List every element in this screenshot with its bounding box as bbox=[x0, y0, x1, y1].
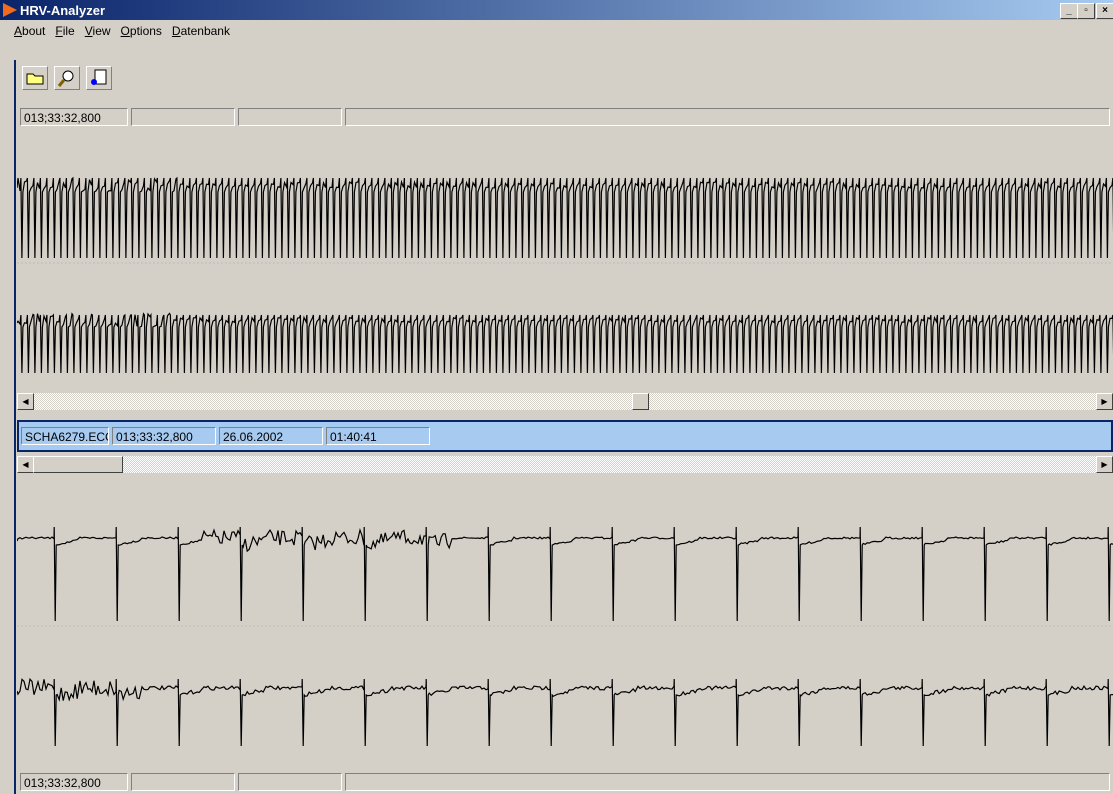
ecg-detail bbox=[17, 476, 1113, 768]
ecg-trace bbox=[17, 527, 1113, 621]
menu-item[interactable]: View bbox=[85, 21, 111, 41]
status-field: 013;33:32,800 bbox=[112, 427, 216, 445]
status-field bbox=[131, 108, 235, 126]
h-scrollbar[interactable]: ◀▶ bbox=[17, 456, 1113, 473]
ecg-trace bbox=[17, 178, 1113, 258]
open-button[interactable] bbox=[22, 66, 48, 90]
title-bar: HRV-Analyzer _ ▫ × bbox=[0, 0, 1113, 20]
close-button[interactable]: × bbox=[1096, 3, 1113, 19]
menu-item[interactable]: About bbox=[14, 21, 45, 41]
status-field bbox=[345, 108, 1110, 126]
search-button[interactable] bbox=[54, 66, 80, 90]
status-field: 01:40:41 bbox=[326, 427, 430, 445]
minimize-button[interactable]: _ bbox=[1060, 3, 1078, 19]
window-title: HRV-Analyzer bbox=[20, 3, 105, 18]
h-scrollbar[interactable]: ◀▶ bbox=[17, 393, 1113, 410]
status-field bbox=[131, 773, 235, 791]
status-field bbox=[238, 108, 342, 126]
menu-bar: About File View Options Datenbank bbox=[14, 21, 240, 41]
app-icon bbox=[2, 2, 18, 18]
menu-item[interactable]: File bbox=[55, 21, 74, 41]
ecg-trace bbox=[17, 679, 1113, 746]
restore-button[interactable]: ▫ bbox=[1077, 3, 1095, 19]
ecg-overview bbox=[17, 128, 1113, 390]
menu-item[interactable]: Options bbox=[121, 21, 162, 41]
status-field bbox=[238, 773, 342, 791]
status-field: SCHA6279.ECG bbox=[21, 427, 109, 445]
mdi-border bbox=[0, 60, 16, 794]
app-window: HRV-Analyzer _ ▫ × About File View Options D… bbox=[0, 0, 1113, 794]
status-field: 26.06.2002 bbox=[219, 427, 323, 445]
report-button[interactable] bbox=[86, 66, 112, 90]
menu-item[interactable]: Datenbank bbox=[172, 21, 230, 41]
status-field: 013;33:32,800 bbox=[20, 108, 128, 126]
ecg-trace bbox=[17, 313, 1113, 373]
status-field bbox=[345, 773, 1110, 791]
status-field: 013;33:32,800 bbox=[20, 773, 128, 791]
